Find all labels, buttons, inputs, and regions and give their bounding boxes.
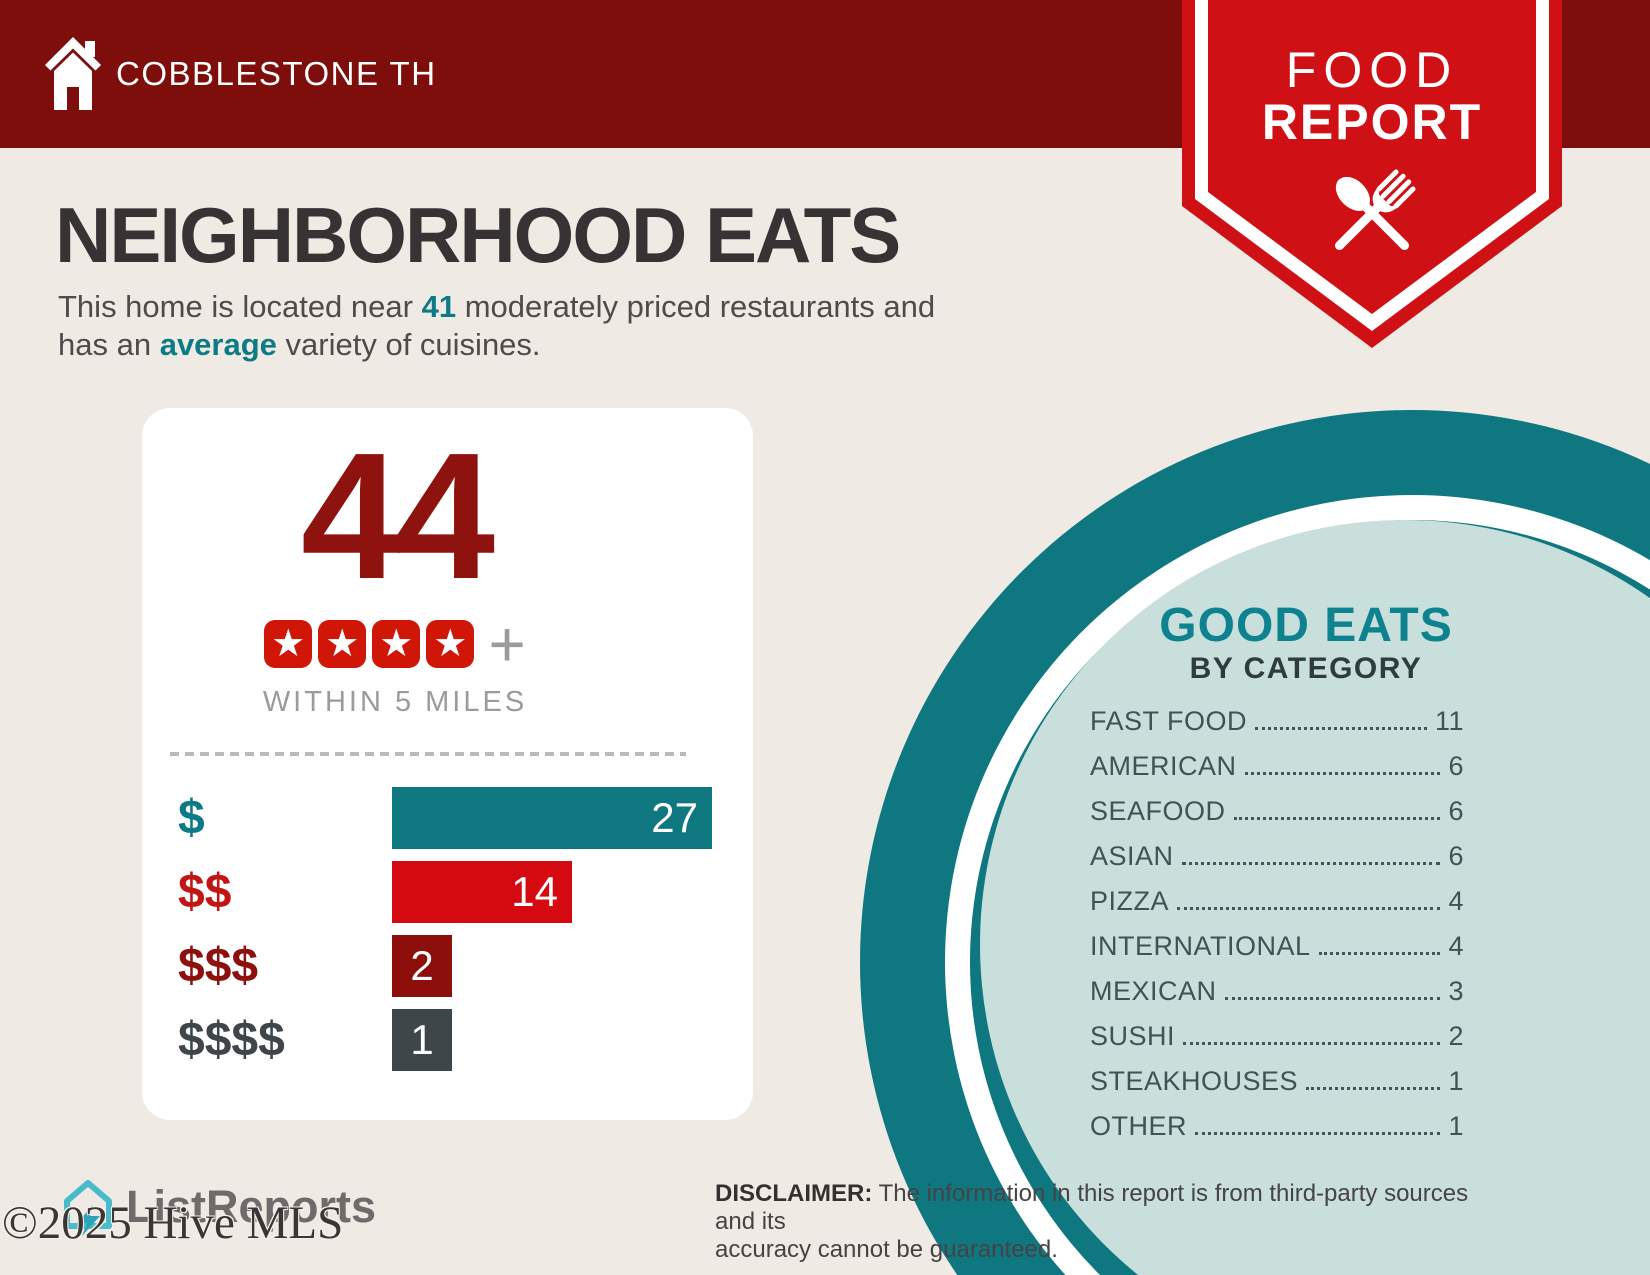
price-bar: 1 — [392, 1009, 452, 1071]
spoon-fork-icon — [1334, 169, 1416, 251]
category-row: SEAFOOD 6 — [1090, 796, 1464, 841]
subtitle-text: This home is located near — [58, 289, 413, 324]
ribbon-title: FOOD REPORT — [1182, 44, 1562, 148]
category-label: MEXICAN — [1090, 976, 1217, 1006]
price-bar-value: 14 — [511, 868, 558, 915]
disclaimer-text: The information in this report is from t… — [715, 1180, 1469, 1235]
category-label: INTERNATIONAL — [1090, 931, 1311, 961]
category-row: PIZZA 4 — [1090, 886, 1464, 931]
category-row: AMERICAN 6 — [1090, 751, 1464, 796]
listreports-logo: ListReports — [62, 1178, 376, 1236]
category-list: FAST FOOD 11 AMERICAN 6 SEAFOOD 6 ASIAN … — [1090, 706, 1464, 1156]
price-bar-row: $$$ 2 — [142, 935, 753, 997]
dotted-leader — [1195, 1132, 1441, 1135]
price-tier-label: $ — [178, 791, 205, 845]
page-title: NEIGHBORHOOD EATS — [55, 191, 901, 279]
dotted-leader — [1224, 997, 1441, 1000]
category-label: ASIAN — [1090, 841, 1174, 871]
disclaimer: DISCLAIMER: The information in this repo… — [715, 1180, 1495, 1264]
subtitle-text: has an — [58, 327, 152, 362]
price-bar-value: 2 — [410, 942, 434, 989]
star-icon: ★ — [426, 620, 475, 668]
dotted-leader — [1233, 817, 1441, 820]
dotted-leader — [1318, 952, 1441, 955]
dotted-leader — [1177, 907, 1441, 910]
star-rating: ★ ★ ★ ★ + — [142, 608, 648, 680]
star-icon: ★ — [318, 620, 367, 668]
price-bar: 14 — [392, 861, 572, 923]
price-bar-value: 1 — [410, 1016, 434, 1063]
radius-label: WITHIN 5 MILES — [262, 686, 528, 718]
star-icon: ★ — [264, 620, 313, 668]
category-label: SUSHI — [1090, 1021, 1176, 1051]
category-label: STEAKHOUSES — [1090, 1066, 1299, 1096]
category-value: 3 — [1448, 976, 1464, 1006]
subtitle-text: variety of cuisines. — [285, 327, 541, 362]
price-bar-row: $$ 14 — [142, 861, 753, 923]
divider — [170, 752, 686, 756]
price-tier-bar-chart: $ 27 $$ 14 $$$ 2 $$$$ 1 — [142, 787, 753, 1083]
subtitle-line2: has an average variety of cuisines. — [58, 326, 1118, 364]
category-row: STEAKHOUSES 1 — [1090, 1066, 1464, 1111]
food-report-ribbon — [1182, 0, 1562, 348]
category-value: 6 — [1448, 796, 1464, 826]
category-value: 6 — [1448, 751, 1464, 781]
category-label: OTHER — [1090, 1111, 1187, 1141]
category-value: 2 — [1448, 1021, 1464, 1051]
dotted-leader — [1306, 1087, 1441, 1090]
star-icon: ★ — [372, 620, 421, 668]
category-label: FAST FOOD — [1090, 706, 1248, 736]
plus-icon: + — [488, 608, 526, 680]
disclaimer-line1: DISCLAIMER: The information in this repo… — [715, 1180, 1495, 1236]
category-label: AMERICAN — [1090, 751, 1237, 781]
price-bar-row: $ 27 — [142, 787, 753, 849]
restaurant-total: 44 — [300, 416, 495, 617]
price-tier-label: $$ — [178, 865, 232, 919]
category-row: ASIAN 6 — [1090, 841, 1464, 886]
category-value: 6 — [1448, 841, 1464, 871]
subtitle-line1: This home is located near 41 moderately … — [58, 288, 1118, 326]
category-row: INTERNATIONAL 4 — [1090, 931, 1464, 976]
category-value: 4 — [1448, 886, 1464, 916]
listreports-logo-text: ListReports — [126, 1181, 377, 1232]
price-tier-label: $$$ — [178, 939, 259, 993]
listreports-house-icon — [64, 1180, 112, 1236]
price-bar: 27 — [392, 787, 712, 849]
subtitle-text: moderately priced restaurants and — [464, 289, 936, 324]
price-tier-label: $$$$ — [178, 1013, 285, 1067]
good-eats-subtitle: BY CATEGORY — [1189, 652, 1423, 685]
restaurant-count: 41 — [421, 289, 457, 324]
category-value: 4 — [1448, 931, 1464, 961]
price-bar-value: 27 — [651, 794, 698, 841]
dotted-leader — [1244, 772, 1441, 775]
category-label: SEAFOOD — [1090, 796, 1226, 826]
ribbon-title-line1: FOOD — [1285, 42, 1459, 98]
category-value: 1 — [1448, 1111, 1464, 1141]
category-label: PIZZA — [1090, 886, 1170, 916]
price-bar: 2 — [392, 935, 452, 997]
variety-rating: average — [159, 327, 277, 362]
property-name: COBBLESTONE TH — [116, 55, 437, 92]
category-row: MEXICAN 3 — [1090, 976, 1464, 1021]
mls-watermark: ©2025 Hive MLS — [2, 1197, 344, 1249]
stats-card: 44 ★ ★ ★ ★ + WITHIN 5 MILES $ 27 $$ 14 $$$ 2… — [142, 408, 753, 1120]
disclaimer-line2: accuracy cannot be guaranteed. — [715, 1236, 1058, 1263]
category-row: OTHER 1 — [1090, 1111, 1464, 1156]
category-row: FAST FOOD 11 — [1090, 706, 1464, 751]
disclaimer-label: DISCLAIMER: — [715, 1180, 873, 1207]
home-icon — [45, 37, 101, 110]
subtitle: This home is located near 41 moderately … — [58, 288, 1118, 364]
category-row: SUSHI 2 — [1090, 1021, 1464, 1066]
ribbon-title-line2: REPORT — [1261, 94, 1483, 150]
good-eats-title: GOOD EATS — [1159, 599, 1453, 652]
category-value: 1 — [1448, 1066, 1464, 1096]
dotted-leader — [1181, 862, 1441, 865]
category-value: 11 — [1434, 706, 1464, 736]
dotted-leader — [1183, 1042, 1441, 1045]
dotted-leader — [1255, 727, 1427, 730]
price-bar-row: $$$$ 1 — [142, 1009, 753, 1071]
